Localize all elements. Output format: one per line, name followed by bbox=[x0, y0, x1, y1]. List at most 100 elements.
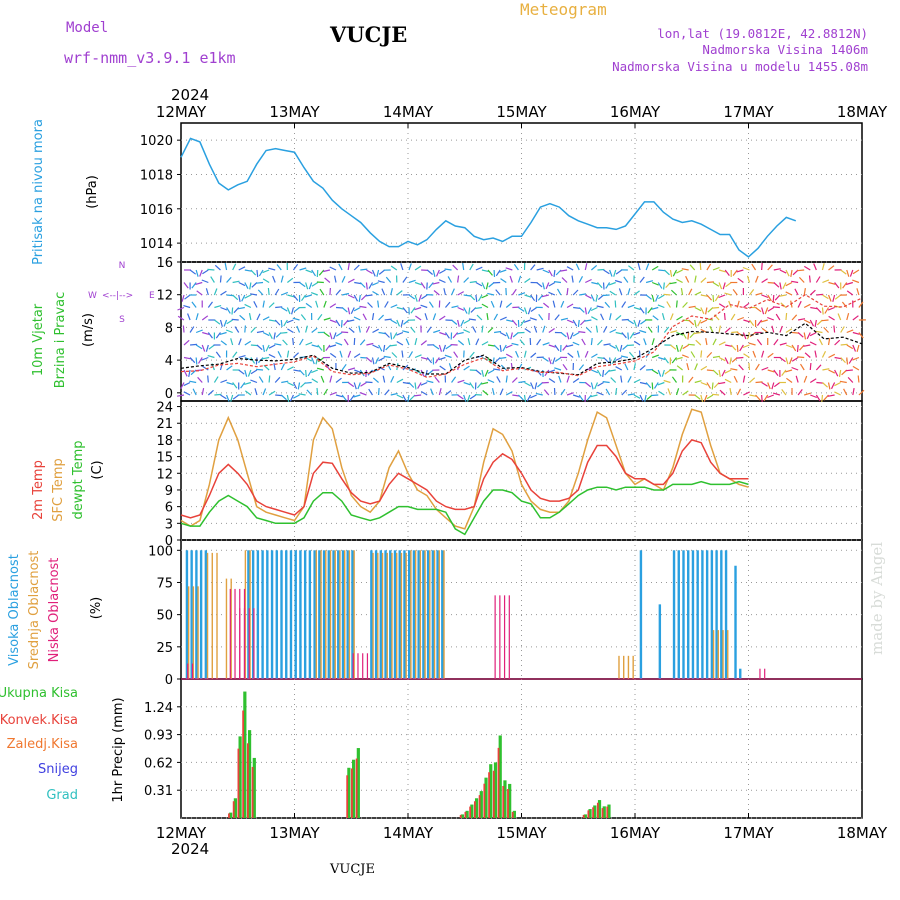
wind-arrow bbox=[201, 356, 209, 361]
wind-arrow bbox=[238, 266, 246, 271]
wind-arrow bbox=[761, 366, 769, 371]
wind-arrow bbox=[827, 294, 832, 302]
wind-arrow bbox=[621, 332, 627, 339]
precip-convective-bar bbox=[242, 710, 245, 818]
wind-arrow bbox=[572, 319, 578, 327]
wind-arrow bbox=[772, 294, 775, 303]
wind-arrow bbox=[657, 304, 665, 309]
compass-arrows-label: <--|--> bbox=[102, 291, 133, 301]
wind-arrow bbox=[821, 263, 825, 271]
high-cloud-bar bbox=[398, 550, 401, 679]
wind-arrow bbox=[208, 344, 215, 350]
wind-arrow bbox=[244, 282, 249, 289]
wind-arrow bbox=[790, 269, 793, 278]
wind-arrow bbox=[545, 282, 550, 290]
wind-arrow bbox=[304, 381, 312, 384]
wind-arrow bbox=[788, 357, 793, 365]
wind-arrow bbox=[183, 356, 192, 360]
wind-arrow bbox=[752, 350, 757, 358]
x-tick-label-bottom: 14MAY bbox=[383, 824, 434, 842]
wind-arrow bbox=[615, 314, 622, 321]
wind-arrow bbox=[183, 369, 188, 377]
wind-arrow bbox=[226, 381, 234, 385]
wind-arrow bbox=[238, 294, 241, 303]
wind-arrow bbox=[569, 332, 574, 340]
wind-arrow bbox=[256, 313, 261, 321]
high-cloud-bar bbox=[639, 550, 643, 679]
wind-y-tick-label: 0 bbox=[165, 387, 173, 402]
wind-arrow bbox=[195, 357, 198, 365]
precip-convective-bar bbox=[469, 806, 472, 818]
wind-arrow bbox=[566, 303, 574, 309]
wind-arrow bbox=[444, 354, 452, 359]
wind-arrow bbox=[475, 369, 482, 375]
precip-total-bar bbox=[347, 767, 351, 818]
wind-arrow bbox=[450, 288, 455, 296]
wind-arrow bbox=[552, 300, 556, 308]
wind-arrow bbox=[195, 269, 199, 277]
wind-arrow bbox=[323, 388, 329, 396]
wind-arrow bbox=[408, 382, 415, 388]
wind-arrow bbox=[207, 375, 209, 383]
wind-arrow bbox=[277, 351, 282, 358]
wind-arrow bbox=[433, 329, 441, 334]
wind-arrow bbox=[457, 275, 460, 283]
wind-arrow bbox=[755, 381, 763, 384]
wind-arrow bbox=[213, 376, 219, 383]
high-cloud-bar bbox=[251, 550, 255, 679]
wind-arrow bbox=[729, 387, 732, 396]
wind-arrow bbox=[756, 319, 763, 326]
wind-arrow bbox=[268, 332, 273, 339]
wind-arrow bbox=[426, 326, 432, 333]
wind-arrow bbox=[554, 344, 560, 352]
precip-total-bar bbox=[233, 798, 237, 818]
wind-arrow bbox=[785, 291, 793, 296]
precip-y-tick-label: 0.31 bbox=[144, 784, 173, 799]
mid-cloud-bar bbox=[429, 550, 431, 679]
precip-total-bar bbox=[493, 762, 498, 818]
model-run-label: wrf-nmm_v3.9.1 e1km bbox=[64, 49, 236, 67]
mid-cloud-bar bbox=[727, 630, 729, 679]
wind-arrow bbox=[840, 343, 848, 346]
wind-arrow bbox=[530, 307, 538, 312]
wind-arrow bbox=[306, 389, 313, 396]
wind-arrow bbox=[627, 304, 635, 309]
wind-arrow bbox=[280, 306, 288, 312]
wind-arrow bbox=[224, 262, 228, 271]
x-tick-label-bottom: 12MAY bbox=[156, 824, 207, 842]
wind-arrow bbox=[827, 337, 831, 346]
wind-arrow bbox=[705, 307, 708, 315]
wind-arrow bbox=[457, 306, 465, 311]
wind-arrow bbox=[675, 344, 679, 352]
wind-arrow bbox=[347, 307, 351, 315]
wind-arrow bbox=[772, 306, 780, 309]
wind-arrow bbox=[493, 344, 500, 351]
wind-arrow bbox=[226, 365, 233, 371]
precip-convective-bar bbox=[596, 802, 599, 818]
wind-gust-line bbox=[180, 293, 863, 378]
wind-arrow bbox=[280, 363, 285, 371]
wind-arrow bbox=[633, 306, 641, 311]
low-cloud-bar bbox=[366, 653, 369, 679]
wind-arrow bbox=[329, 391, 337, 396]
wind-arrow bbox=[187, 313, 191, 321]
wind-arrow bbox=[220, 306, 228, 311]
wind-arrow bbox=[366, 357, 373, 363]
wind-arrow bbox=[537, 294, 544, 301]
high-cloud-bar bbox=[696, 550, 699, 679]
wind-arrow bbox=[821, 307, 824, 315]
wind-arrow bbox=[240, 382, 246, 389]
wind-arrow bbox=[846, 313, 850, 321]
temp-y-tick-label: 12 bbox=[156, 467, 173, 482]
wind-arrow bbox=[280, 319, 283, 328]
wind-arrow bbox=[773, 369, 779, 376]
wind-arrow bbox=[795, 375, 799, 383]
wind-arrow bbox=[311, 344, 319, 348]
wind-arrow bbox=[554, 367, 562, 371]
wind-arrow bbox=[265, 344, 270, 352]
mid-cloud-bar bbox=[438, 550, 440, 679]
wind-arrow bbox=[785, 328, 793, 334]
wind-arrow bbox=[292, 337, 295, 346]
high-cloud-bar bbox=[318, 550, 321, 679]
wind-arrow bbox=[663, 379, 671, 384]
